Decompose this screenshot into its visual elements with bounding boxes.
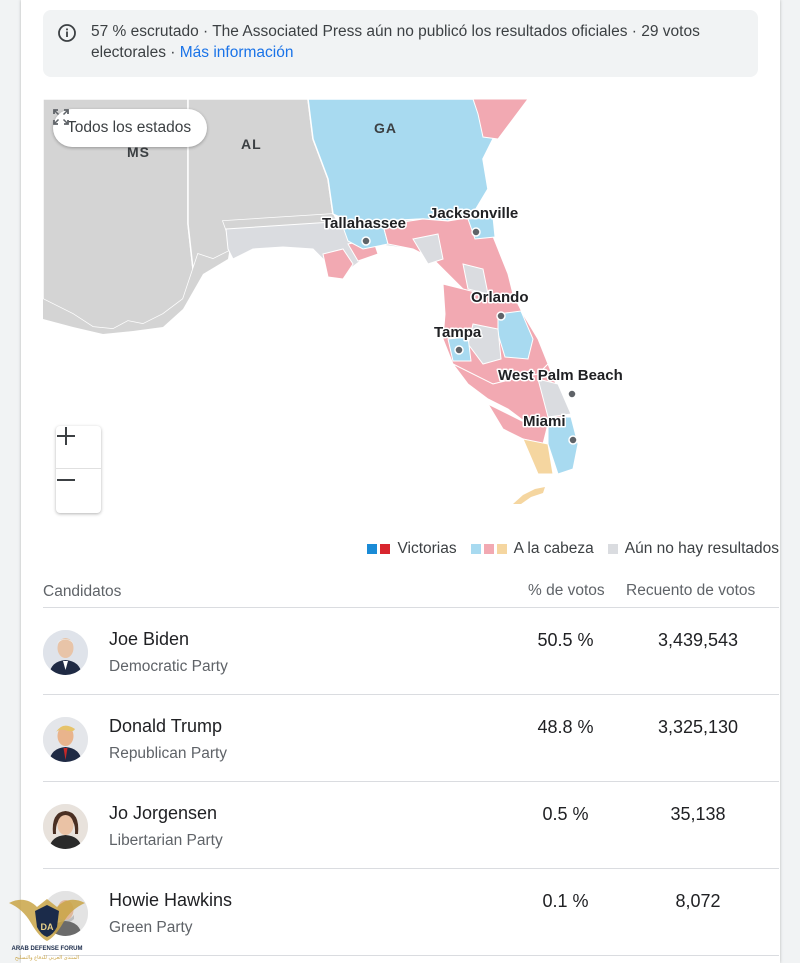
city-label-jacksonville: Jacksonville xyxy=(429,205,518,222)
florida-keys xyxy=(513,487,545,504)
city-label-west-palm-beach: West Palm Beach xyxy=(498,367,623,384)
header-vote-pct: % de votos xyxy=(528,582,605,599)
legend-swatch-rep-lead xyxy=(483,544,494,554)
vote-count: 3,439,543 xyxy=(657,630,739,650)
legend-swatch-no-results xyxy=(607,544,618,554)
city-label-orlando: Orlando xyxy=(471,289,529,306)
candidate-name: Donald Trump xyxy=(109,716,223,736)
notice-text: 57 % escrutado · The Associated Press aú… xyxy=(91,23,700,61)
city-label-miami: Miami xyxy=(523,413,566,430)
minus-icon xyxy=(57,479,75,481)
vote-count: 35,138 xyxy=(670,804,726,824)
logo-line1: ARAB DEFENSE FORUM xyxy=(11,946,82,952)
legend-swatch-rep-win xyxy=(380,544,391,554)
avatar xyxy=(43,804,88,849)
vote-count: 3,325,130 xyxy=(657,717,739,737)
city-label-tallahassee: Tallahassee xyxy=(322,215,406,232)
legend-leading-label: A la cabeza xyxy=(513,540,594,557)
table-row[interactable]: Jo Jorgensen Libertarian Party 0.5 % 35,… xyxy=(43,782,779,869)
avatar xyxy=(43,717,88,762)
all-states-label: Todos los estados xyxy=(67,119,192,136)
vote-count: 8,072 xyxy=(675,891,721,911)
vote-percentage: 50.5 % xyxy=(537,630,594,650)
orlando-marker[interactable] xyxy=(496,311,506,321)
candidate-party: Libertarian Party xyxy=(109,832,223,849)
palm-beach-county[interactable] xyxy=(537,378,572,418)
candidate-name: Howie Hawkins xyxy=(109,890,233,910)
zoom-in-button[interactable] xyxy=(56,426,101,469)
jacksonville-marker[interactable] xyxy=(471,227,481,237)
gulf-coast-land xyxy=(43,214,338,334)
candidate-party: Democratic Party xyxy=(109,658,228,675)
candidate-party: Green Party xyxy=(109,919,193,936)
vote-percentage: 48.8 % xyxy=(537,717,594,737)
expand-icon xyxy=(53,109,69,125)
table-row[interactable]: Joe Biden Democratic Party 50.5 % 3,439,… xyxy=(43,608,779,695)
avatar xyxy=(43,630,88,675)
legend-no-results-label: Aún no hay resultados xyxy=(624,540,779,557)
legend-swatch-dem-lead xyxy=(470,544,481,554)
map-legend: Victorias A la cabeza Aún no hay resulta… xyxy=(353,539,779,559)
legend-leading: A la cabeza xyxy=(470,540,594,558)
info-icon xyxy=(58,24,76,42)
state-label-ga: GA xyxy=(374,120,397,136)
candidates-table: Candidatos % de votos Recuento de votos … xyxy=(43,577,779,956)
candidate-name: Jo Jorgensen xyxy=(109,803,218,823)
logo-line2: المنتدى العربي للدفاع والتسليح xyxy=(15,955,79,961)
state-label-al: AL xyxy=(241,136,262,152)
table-header: Candidatos % de votos Recuento de votos xyxy=(43,577,779,608)
vote-percentage: 0.1 % xyxy=(542,891,589,911)
miami-marker[interactable] xyxy=(568,435,578,445)
candidate-name: Joe Biden xyxy=(109,629,190,649)
results-notice: 57 % escrutado · The Associated Press aú… xyxy=(43,10,758,77)
legend-wins: Victorias xyxy=(367,540,457,558)
vote-percentage: 0.5 % xyxy=(542,804,589,824)
legend-no-results: Aún no hay resultados xyxy=(607,540,779,558)
west-palm-beach-marker[interactable] xyxy=(567,389,577,399)
tallahassee-marker[interactable] xyxy=(361,236,371,246)
city-label-tampa: Tampa xyxy=(434,324,482,341)
candidate-party: Republican Party xyxy=(109,745,228,762)
more-info-link[interactable]: Más información xyxy=(179,44,294,61)
table-row[interactable]: Howie Hawkins Green Party 0.1 % 8,072 xyxy=(43,869,779,956)
map-canvas[interactable]: MS AL GA Tallahassee Jacksonville Orland… xyxy=(43,99,758,519)
georgia-coast-counties[interactable] xyxy=(472,99,529,140)
state-label-ms: MS xyxy=(127,144,150,160)
header-vote-count: Recuento de votos xyxy=(626,582,756,599)
plus-icon xyxy=(57,427,75,445)
legend-swatch-dem-win xyxy=(367,544,378,554)
logo-initials: DA xyxy=(41,922,54,932)
legend-wins-label: Victorias xyxy=(397,540,457,557)
monroe-county[interactable] xyxy=(522,438,554,475)
arab-defense-forum-logo: DA ARAB DEFENSE FORUM المنتدى العربي للد… xyxy=(9,899,85,961)
legend-swatch-other-lead xyxy=(496,544,507,554)
table-row[interactable]: Donald Trump Republican Party 48.8 % 3,3… xyxy=(43,695,779,782)
header-candidates: Candidatos xyxy=(43,583,122,600)
florida-map[interactable]: MS AL GA Tallahassee Jacksonville Orland… xyxy=(43,99,758,519)
zoom-out-button[interactable] xyxy=(56,470,101,513)
tampa-marker[interactable] xyxy=(454,345,464,355)
all-states-button[interactable]: Todos los estados xyxy=(53,109,208,147)
zoom-controls xyxy=(56,426,101,513)
